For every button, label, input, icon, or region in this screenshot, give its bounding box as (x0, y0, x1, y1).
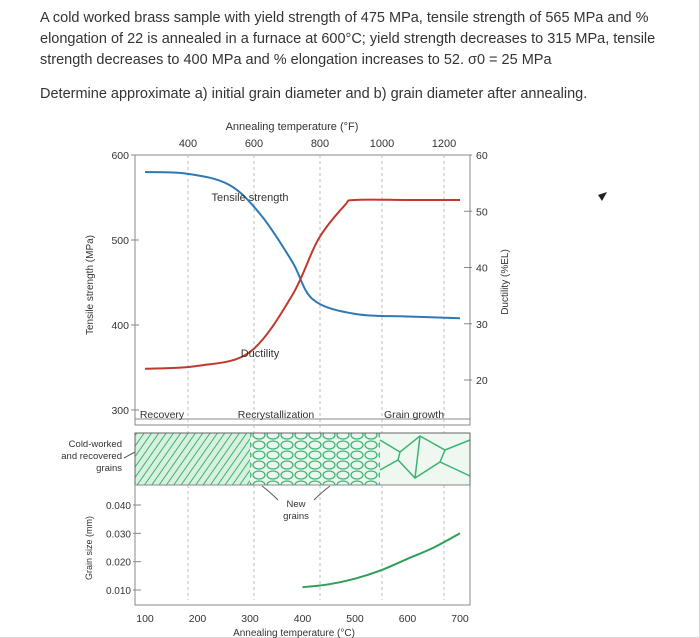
left-tick-label: 300 (111, 405, 129, 417)
bottom-tick-label: 700 (451, 613, 469, 625)
bottom-tick-label: 100 (136, 613, 154, 625)
grain-tick-label: 0.020 (106, 558, 131, 569)
tensile-strength-label: Tensile strength (211, 192, 288, 204)
vertical-gridlines (187, 155, 445, 600)
ductility-curve (144, 198, 460, 370)
problem-question: Determine approximate a) initial grain d… (40, 86, 588, 102)
top-tick-label: 1200 (432, 138, 456, 150)
micro-label-1: Cold-worked (69, 439, 122, 450)
micro-label-2: and recovered (61, 451, 122, 462)
new-grains-pointer-left (261, 485, 279, 501)
large-grains-pattern (379, 435, 471, 479)
right-tick-label: 30 (476, 319, 488, 331)
new-grains-label-1: New (286, 499, 305, 510)
grain-tick-label: 0.040 (106, 501, 131, 512)
right-tick-label: 50 (476, 206, 488, 218)
cursor-arrow-icon (598, 192, 607, 201)
bottom-axis-ticks: 100 200 300 400 500 600 700 (136, 613, 469, 625)
top-tick-label: 800 (311, 138, 329, 150)
left-tick-label: 400 (111, 320, 129, 332)
problem-statement: A cold worked brass sample with yield st… (40, 10, 656, 68)
bottom-tick-label: 400 (294, 613, 312, 625)
top-tick-label: 1000 (370, 138, 394, 150)
top-axis-title: Annealing temperature (°F) (226, 121, 359, 133)
stage-recovery: Recovery (140, 409, 185, 421)
grain-size-frame (134, 484, 471, 606)
grain-tick-label: 0.010 (106, 586, 131, 597)
grain-axis-label: Grain size (mm) (84, 516, 94, 580)
right-axis-ticks: 60 50 40 30 20 (476, 150, 488, 387)
new-grains-pointer-right (313, 485, 331, 501)
micro-label-3: grains (96, 463, 122, 474)
micro-pointer (123, 451, 136, 459)
bottom-tick-label: 600 (399, 613, 417, 625)
bottom-axis-title: Annealing temperature (°C) (233, 628, 355, 638)
right-axis-label: Ductility (%EL) (500, 249, 511, 315)
left-tick-label: 600 (111, 150, 129, 162)
right-tick-label: 40 (476, 263, 488, 275)
grain-growth-image (380, 433, 470, 485)
bottom-tick-label: 200 (189, 613, 207, 625)
grain-size-ticks: 0.040 0.030 0.020 0.010 (106, 501, 141, 597)
plot-frame (134, 154, 471, 426)
bottom-tick-label: 500 (346, 613, 364, 625)
recrystallized-grains-image (250, 433, 380, 485)
left-axis-label: Tensile strength (MPa) (85, 235, 96, 335)
bottom-tick-label: 300 (241, 613, 259, 625)
right-tick-marks (464, 154, 472, 381)
cold-worked-grains-image (135, 433, 250, 485)
top-axis-ticks: 400 600 800 1000 1200 (179, 138, 456, 150)
grain-tick-label: 0.030 (106, 529, 131, 540)
left-axis-ticks: 600 500 400 300 (111, 150, 139, 417)
top-tick-label: 600 (245, 138, 263, 150)
stage-recrystallization: Recrystallization (238, 409, 315, 421)
new-grains-label-2: grains (283, 511, 309, 522)
right-tick-label: 60 (476, 150, 488, 162)
left-tick-label: 500 (111, 235, 129, 247)
top-tick-label: 400 (179, 138, 197, 150)
tensile-strength-curve (144, 171, 461, 320)
grain-size-curve (302, 532, 461, 589)
right-tick-label: 20 (476, 375, 488, 387)
stage-grain-growth: Grain growth (384, 409, 444, 421)
ductility-label: Ductility (241, 348, 280, 360)
